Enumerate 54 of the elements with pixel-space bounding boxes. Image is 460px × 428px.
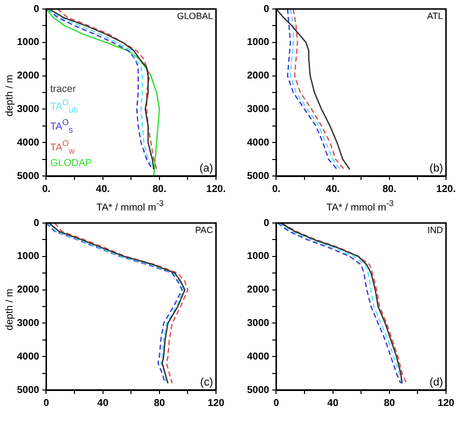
y-tick-label: 2000 xyxy=(246,70,270,82)
x-tick-label: 40 xyxy=(327,398,339,409)
y-tick-label: 5000 xyxy=(16,170,40,182)
y-tick-label: 3000 xyxy=(16,318,40,329)
y-axis-title: depth / m xyxy=(4,74,16,118)
y-tick-label: 1000 xyxy=(16,37,40,48)
x-tick-label: 0 xyxy=(273,398,280,409)
x-tick-label: 80 xyxy=(384,398,396,409)
chart-title: IND xyxy=(428,224,444,235)
x-axis-title: TA* / mmol m$^{-3}$ xyxy=(325,198,395,214)
x-tick-label: 80 xyxy=(154,398,166,409)
y-tick-label: 2000 xyxy=(16,70,40,82)
y-tick-label: 0 xyxy=(264,4,270,15)
x-tick-label: 80. xyxy=(152,184,167,195)
y-tick-label: 4000 xyxy=(246,351,270,362)
y-tick-label: 5000 xyxy=(16,384,40,396)
annotation: (d) xyxy=(430,376,443,389)
x-tick-label: 120 xyxy=(208,398,225,409)
text: GLODAP xyxy=(50,156,92,170)
x-tick-label: 80. xyxy=(382,184,397,195)
y-tick-label: 2000 xyxy=(246,284,270,296)
y-tick-label: 4000 xyxy=(16,351,40,362)
y-tick-label: 3000 xyxy=(16,104,40,115)
x-tick-label: 120. xyxy=(436,184,456,195)
x-tick-label: 120 xyxy=(438,398,455,409)
text: tracer xyxy=(50,83,77,96)
y-tick-label: 0 xyxy=(264,218,270,229)
x-tick-label: 0 xyxy=(43,398,50,409)
chart-title: PAC xyxy=(195,224,214,235)
x-tick-label: 40. xyxy=(96,184,110,195)
y-tick-label: 5000 xyxy=(246,384,270,396)
annotation: (b) xyxy=(430,162,443,175)
y-tick-label: 0 xyxy=(34,218,40,229)
y-tick-label: 1000 xyxy=(246,37,270,48)
annotation: (a) xyxy=(200,162,213,175)
annotation: (c) xyxy=(200,376,213,389)
y-tick-label: 0 xyxy=(34,4,40,15)
y-tick-label: 2000 xyxy=(16,284,40,296)
x-tick-label: 0. xyxy=(272,184,281,195)
y-tick-label: 4000 xyxy=(16,137,40,148)
y-axis-title: depth / m xyxy=(4,288,16,332)
y-tick-label: 4000 xyxy=(246,137,270,148)
x-tick-label: 40 xyxy=(97,398,109,409)
y-tick-label: 3000 xyxy=(246,104,270,115)
x-tick-label: 120. xyxy=(206,184,226,195)
x-tick-label: 0. xyxy=(42,184,51,195)
y-tick-label: 5000 xyxy=(246,170,270,182)
y-tick-label: 1000 xyxy=(16,251,40,262)
y-tick-label: 3000 xyxy=(246,318,270,329)
x-axis-title: TA* / mmol m$^{-3}$ xyxy=(95,198,165,214)
chart-title: ATL xyxy=(427,10,443,21)
x-tick-label: 40. xyxy=(326,184,340,195)
chart-title: GLOBAL xyxy=(176,10,213,21)
y-tick-label: 1000 xyxy=(246,251,270,262)
